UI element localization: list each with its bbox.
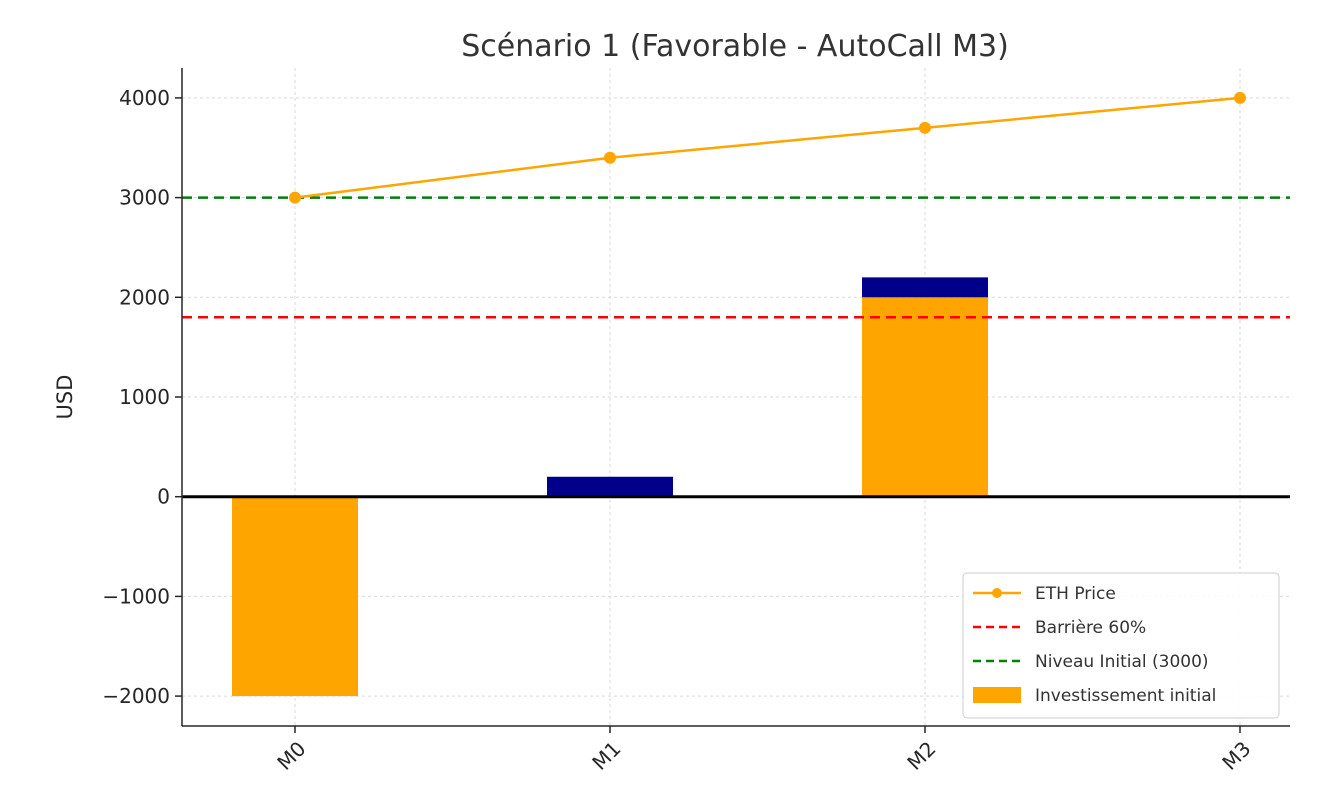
legend-label: Investissement initial [1035, 686, 1216, 706]
legend-marker-eth-price [992, 588, 1002, 598]
bar-coupon-M2 [862, 277, 988, 298]
chart-title: Scénario 1 (Favorable - AutoCall M3) [461, 29, 1009, 64]
legend-box [962, 572, 1280, 719]
y-tick-label: −2000 [102, 684, 170, 708]
bar-coupon-M1 [547, 476, 673, 497]
y-tick-label: 4000 [119, 86, 170, 110]
bar-investissement-M2 [862, 297, 988, 497]
legend-label: Niveau Initial (3000) [1035, 652, 1209, 672]
eth-price-point-M0 [289, 191, 301, 204]
eth-price-line [294, 96, 1241, 199]
reference-lines [182, 196, 1290, 319]
bar-investissement-M0 [232, 496, 358, 697]
x-tick-label: M2 [902, 737, 940, 775]
y-tick-label: 2000 [119, 285, 170, 309]
x-tick-label: M0 [272, 737, 310, 775]
legend-label: ETH Price [1035, 584, 1116, 604]
y-tick-label: 3000 [119, 186, 170, 210]
eth-price-point-M1 [604, 151, 616, 164]
legend: ETH Price Barrière 60% Niveau Initial (300… [962, 572, 1280, 719]
y-tick-label: −1000 [102, 584, 170, 608]
x-tick-label: M3 [1217, 737, 1255, 775]
legend-swatch-investissement [973, 687, 1021, 703]
eth-price-point-M2 [919, 121, 931, 134]
y-axis-title: USD [53, 375, 77, 420]
y-tick-label: 1000 [119, 385, 170, 409]
x-tick-label: M1 [587, 737, 625, 775]
line-series [289, 91, 1246, 204]
bars [232, 277, 988, 697]
legend-label: Barrière 60% [1035, 618, 1146, 638]
y-tick-label: 0 [157, 485, 170, 509]
eth-price-point-M3 [1234, 91, 1246, 104]
